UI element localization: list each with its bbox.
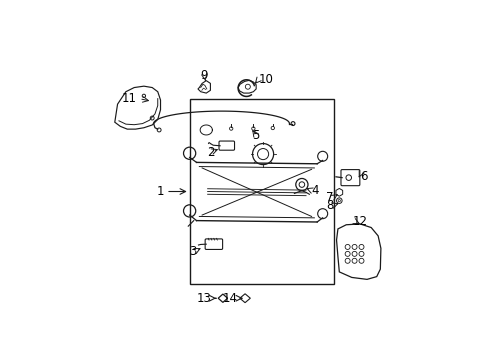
Text: 2: 2 xyxy=(206,146,214,159)
Text: 11: 11 xyxy=(121,92,136,105)
Text: 9: 9 xyxy=(200,69,207,82)
Text: 7: 7 xyxy=(325,190,333,203)
Text: 6: 6 xyxy=(359,170,367,183)
Text: 10: 10 xyxy=(258,73,273,86)
Text: 8: 8 xyxy=(325,199,333,212)
Bar xyxy=(189,99,333,284)
Text: 5: 5 xyxy=(252,129,259,142)
Text: 13: 13 xyxy=(197,292,211,305)
Text: 1: 1 xyxy=(157,185,164,198)
Text: 3: 3 xyxy=(189,245,196,258)
Text: 12: 12 xyxy=(352,215,367,228)
Text: 4: 4 xyxy=(310,184,318,197)
Text: 14: 14 xyxy=(223,292,238,305)
